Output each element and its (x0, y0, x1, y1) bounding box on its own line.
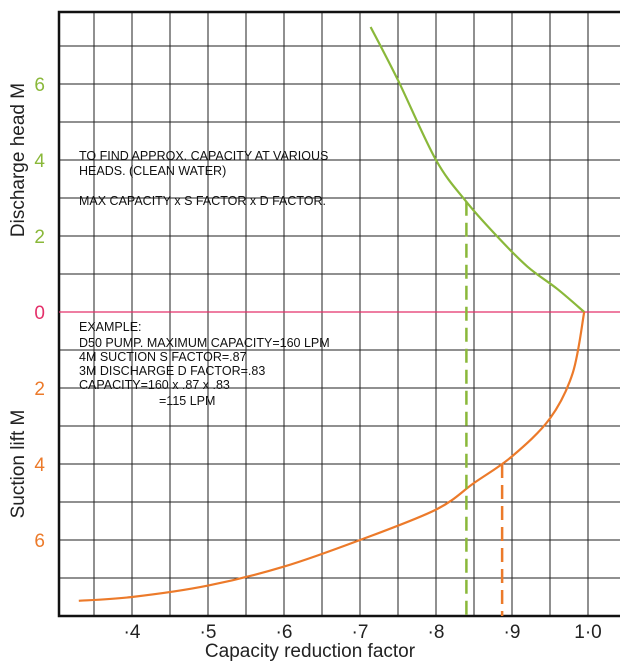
example-line: D50 PUMP. MAXIMUM CAPACITY=160 LPM (79, 336, 330, 350)
x-tick-label: ·5 (200, 622, 217, 643)
series-group (78, 26, 586, 616)
instruction-line: MAX CAPACITY x S FACTOR x D FACTOR. (79, 194, 326, 208)
x-axis-title: Capacity reduction factor (205, 641, 416, 662)
y-tick-label: 4 (34, 151, 45, 172)
example-line: 4M SUCTION S FACTOR=.87 (79, 350, 247, 364)
instruction-line: TO FIND APPROX. CAPACITY AT VARIOUS (79, 149, 328, 163)
y-tick-label: 4 (34, 455, 45, 476)
y-tick-label: 2 (34, 227, 45, 248)
example-note: EXAMPLE: D50 PUMP. MAXIMUM CAPACITY=160 … (79, 320, 330, 408)
x-tick-labels: ·4 ·5 ·6 ·7 ·8 ·9 1·0 (124, 622, 602, 643)
x-tick-label: ·9 (504, 622, 521, 643)
example-line: =115 LPM (159, 394, 215, 408)
example-line: EXAMPLE: (79, 320, 142, 334)
x-tick-label: ·6 (276, 622, 293, 643)
x-tick-label: 1·0 (574, 622, 601, 643)
instruction-line: HEADS. (CLEAN WATER) (79, 164, 226, 178)
x-tick-label: ·7 (352, 622, 369, 643)
x-tick-label: ·8 (428, 622, 445, 643)
suction-curve (78, 311, 586, 602)
example-line: CAPACITY=160 x .87 x .83 (79, 378, 230, 392)
y-tick-label: 2 (34, 379, 45, 400)
y-axis-title-discharge: Discharge head M (8, 83, 29, 237)
x-tick-label: ·4 (124, 622, 141, 643)
instructions-note: TO FIND APPROX. CAPACITY AT VARIOUS HEAD… (79, 149, 328, 208)
discharge-curve (369, 26, 585, 313)
y-tick-label: 6 (34, 75, 45, 96)
y-tick-label: 6 (34, 531, 45, 552)
y-axis-title-suction: Suction lift M (8, 410, 29, 519)
y-tick-labels: 6 4 2 0 2 4 6 (34, 75, 45, 552)
y-tick-label: 0 (34, 303, 45, 324)
plot-frame (57, 10, 620, 618)
grid (57, 10, 620, 618)
example-line: 3M DISCHARGE D FACTOR=.83 (79, 364, 265, 378)
